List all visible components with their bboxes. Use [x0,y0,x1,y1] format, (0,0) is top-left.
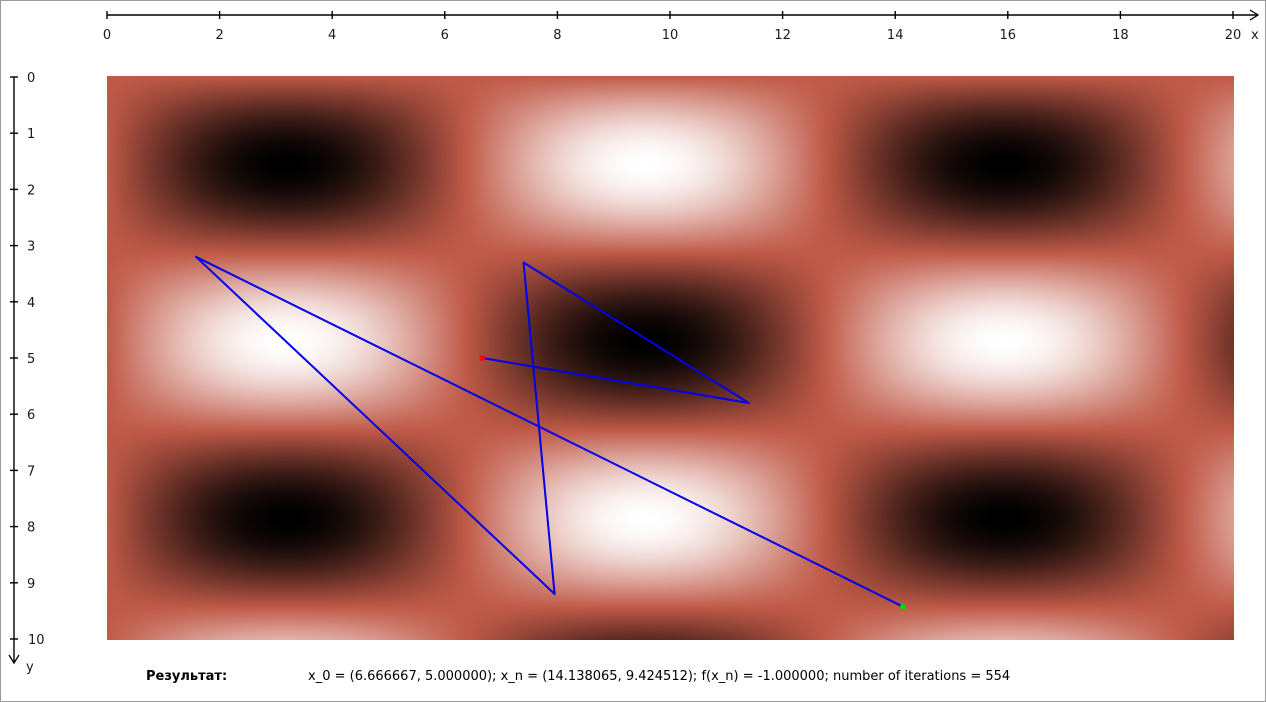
x-tick-label: 14 [887,28,904,43]
heatmap [107,76,1234,640]
y-tick-label: 1 [27,127,35,142]
x-tick-label: 12 [774,28,791,43]
y-tick-label: 0 [27,71,35,86]
x-tick-label: 4 [328,28,336,43]
x-tick-label: 0 [103,28,111,43]
end-point-marker [900,604,906,610]
y-tick-label: 9 [27,577,35,592]
y-tick-label: 5 [27,352,35,367]
y-tick-label: 2 [27,183,35,198]
x-tick-label: 16 [1000,28,1017,43]
y-axis: 0 1 2 3 4 5 6 7 8 9 10 y [8,71,45,675]
start-point-marker [479,355,485,361]
path-line [195,255,904,608]
y-tick-label: 8 [27,521,35,536]
x-tick-label: 6 [441,28,449,43]
x-tick-label: 18 [1112,28,1129,43]
x-tick-label: 20 [1225,28,1242,43]
y-tick-label: 6 [27,408,35,423]
x-tick-label: 10 [662,28,679,43]
x-axis-label: x [1251,28,1259,43]
x-axis-arrow-icon [1249,9,1260,21]
y-axis-arrow-icon [8,654,20,665]
y-tick-label: 7 [27,464,35,479]
result-label: Результат: [146,669,228,684]
x-tick-label: 8 [553,28,561,43]
heatmap-image [107,76,1234,640]
x-axis: 0 2 4 6 8 10 12 14 16 18 20 x [103,9,1260,43]
optimization-path [195,255,906,610]
y-tick-label: 4 [27,296,35,311]
y-axis-label: y [26,660,34,675]
y-tick-label: 3 [27,240,35,255]
y-tick-label: 10 [28,633,45,648]
x-tick-label: 2 [215,28,223,43]
result-text: x_0 = (6.666667, 5.000000); x_n = (14.13… [308,669,1011,684]
